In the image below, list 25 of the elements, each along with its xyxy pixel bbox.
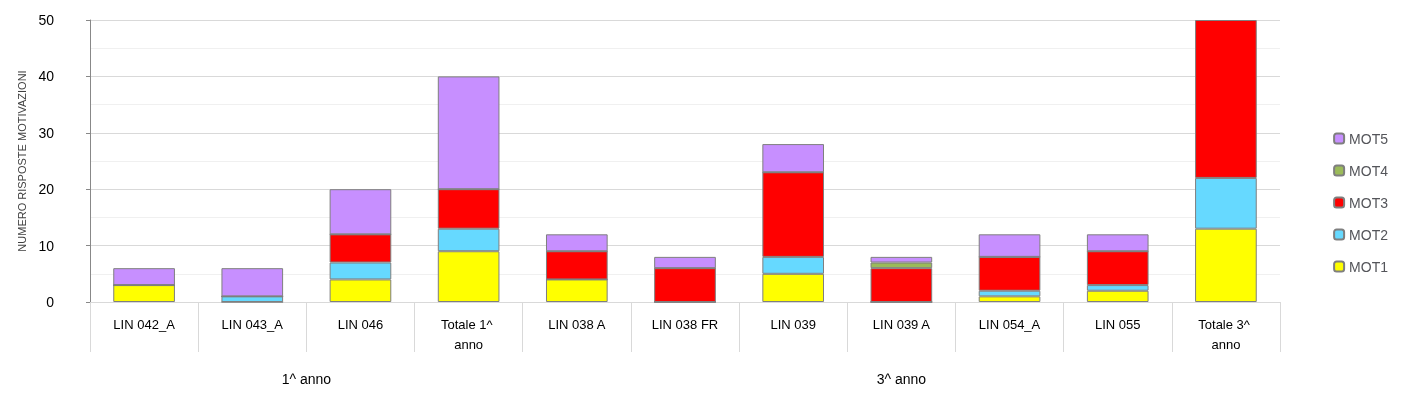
y-tick-label: 10 bbox=[38, 237, 55, 254]
x-tick-label: LIN 054_A bbox=[978, 316, 1041, 332]
x-tick-label: LIN 038 FR bbox=[651, 316, 719, 332]
text: 3^ anno bbox=[876, 371, 927, 387]
x-tick-label: Totale 1^ anno bbox=[441, 316, 497, 352]
x-tick-label: LIN 038 A bbox=[548, 316, 606, 332]
x-tick-label: LIN 039 A bbox=[872, 316, 931, 332]
legend-label: MOT3 bbox=[1349, 194, 1389, 211]
y-axis-title: NUMERO RISPOSTE MOTIVAZIONI bbox=[16, 70, 29, 252]
y-tick-label: 50 bbox=[38, 12, 55, 28]
y-tick-label: 30 bbox=[38, 124, 55, 141]
x-tick-label: LIN 046 bbox=[337, 316, 384, 332]
legend-label: MOT4 bbox=[1349, 162, 1389, 179]
y-tick-label: 20 bbox=[38, 181, 55, 198]
x-tick-label: Totale 3^ anno bbox=[1198, 316, 1254, 352]
legend-label: MOT2 bbox=[1349, 226, 1389, 243]
x-tick-label: LIN 043_A bbox=[221, 316, 284, 332]
text: 1^ anno bbox=[281, 371, 332, 387]
legend-label: MOT1 bbox=[1349, 258, 1389, 275]
y-tick-label: 0 bbox=[46, 294, 55, 310]
x-tick-label: LIN 039 bbox=[770, 316, 816, 332]
x-tick-label: LIN 042_A bbox=[113, 316, 176, 332]
x-tick-label: LIN 055 bbox=[1094, 316, 1141, 332]
legend-label: MOT5 bbox=[1349, 130, 1389, 147]
y-tick-label: 40 bbox=[38, 68, 55, 85]
